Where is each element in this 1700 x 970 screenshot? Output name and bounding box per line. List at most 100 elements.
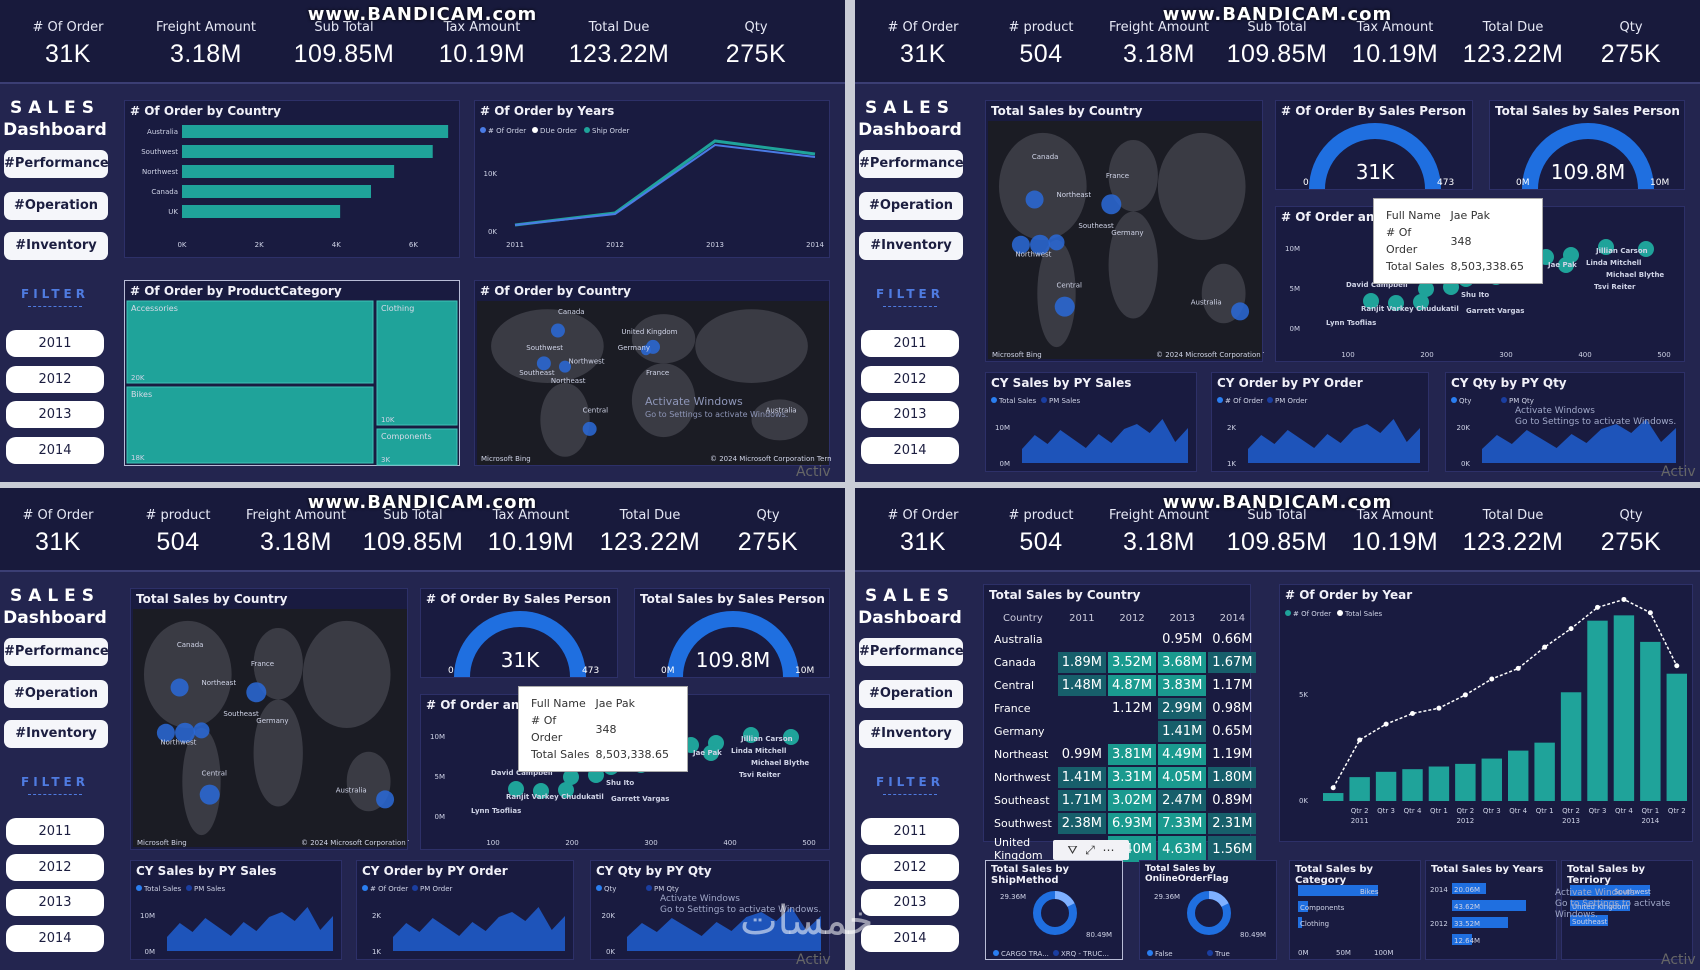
map-label: Germany	[256, 717, 288, 725]
area-svg: # Of Order PM Order 2K 1K	[1217, 397, 1420, 468]
year-2012-button[interactable]: 2012	[861, 854, 959, 881]
matrix-value-cell: 0.66M	[1212, 632, 1253, 647]
matrix-header-cell[interactable]: Country	[1003, 612, 1043, 624]
year-2011-button[interactable]: 2011	[861, 330, 959, 357]
gauge-panel[interactable]: # Of Order By Sales Person 31K 0 473	[1275, 100, 1473, 190]
sales-by-years-bar[interactable]: Total Sales by Years 2014 20.06M 43.62M 201…	[1425, 860, 1557, 960]
map-label: Northwest	[160, 739, 196, 747]
kpi-label: Qty	[756, 508, 780, 523]
area-chart-panel[interactable]: CY Order by PY Order # Of Order PM Order 2K…	[1211, 372, 1429, 472]
matrix-header-cell[interactable]: 2011	[1069, 612, 1095, 624]
axis-tick-label: Qtr 2	[1351, 807, 1369, 815]
area-chart-panel[interactable]: CY Qty by PY Qty Qty PM Qty 20K 0K	[590, 860, 830, 960]
nav-operation-button[interactable]: #Operation	[4, 680, 108, 708]
sidebar: SALES Dashboard #Performance #Operation …	[0, 584, 120, 964]
nav-inventory-button[interactable]: #Inventory	[4, 232, 108, 260]
visual-header-toolbar[interactable]: ⛛ ⤢ ⋯	[1053, 840, 1129, 860]
year-2014-button[interactable]: 2014	[861, 437, 959, 464]
orders-by-years-line-chart[interactable]: # Of Order by Years # Of Order DUe Order S…	[474, 100, 830, 258]
nav-inventory-button[interactable]: #Inventory	[859, 720, 963, 748]
nav-operation-button[interactable]: #Operation	[4, 192, 108, 220]
year-2014-button[interactable]: 2014	[6, 437, 104, 464]
nav-operation-button[interactable]: #Operation	[859, 680, 963, 708]
area-chart-panel[interactable]: CY Order by PY Order # Of Order PM Order 2K…	[356, 860, 574, 960]
nav-performance-button[interactable]: #Performance	[859, 638, 964, 666]
matrix-value-cell: 1.19M	[1212, 747, 1253, 762]
combo-point	[1621, 596, 1627, 602]
legend-marker	[136, 885, 142, 891]
nav-performance-button[interactable]: #Performance	[859, 150, 964, 178]
gauge-panel[interactable]: # Of Order By Sales Person 31K 0 473	[420, 588, 618, 678]
chart-title: # Of Order and	[1281, 210, 1384, 224]
orders-by-country-map[interactable]: # Of Order by Country Canada United Kingd…	[474, 280, 831, 466]
orders-by-productcategory-treemap[interactable]: # Of Order by ProductCategory Accessorie…	[124, 280, 460, 466]
map-bubble	[199, 784, 220, 805]
nav-performance-button[interactable]: #Performance	[4, 638, 109, 666]
chart-title: Total Sales by Years	[1431, 864, 1544, 875]
legend-marker	[1041, 397, 1047, 403]
year-2011-button[interactable]: 2011	[861, 818, 959, 845]
area-chart-panel[interactable]: CY Sales by PY Sales Total Sales PM Sales 1…	[985, 372, 1197, 472]
sales-by-country-map[interactable]: Total Sales by Country Canada Northeast Fra…	[130, 588, 409, 850]
treemap-cell	[126, 386, 374, 464]
nav-inventory-button[interactable]: #Inventory	[859, 232, 963, 260]
year-2012-button[interactable]: 2012	[6, 854, 104, 881]
legend-marker	[362, 885, 368, 891]
matrix-header-cell[interactable]: 2014	[1219, 612, 1246, 624]
orders-by-country-bar-chart[interactable]: # Of Order by Country Australia Southwest…	[124, 100, 460, 258]
matrix-header-cell[interactable]: 2013	[1169, 612, 1195, 624]
gauge-panel[interactable]: Total Sales by Sales Person 109.8M 0M 10M	[634, 588, 830, 678]
combo-bar	[1508, 750, 1529, 801]
year-2013-button[interactable]: 2013	[861, 889, 959, 916]
year-2013-button[interactable]: 2013	[861, 401, 959, 428]
orders-by-year-combo-chart[interactable]: # Of Order by Year # Of Order Total Sales…	[1279, 584, 1693, 842]
sales-by-territory-bar[interactable]: Total Sales by Terriory Southwest United …	[1561, 860, 1693, 960]
matrix-header-cell[interactable]: 2012	[1119, 612, 1145, 624]
gauge-value: 109.8M	[696, 648, 771, 672]
donut-svg: 29.36M 80.49M False True	[1147, 891, 1266, 958]
nav-inventory-button[interactable]: #Inventory	[4, 720, 108, 748]
year-2014-button[interactable]: 2014	[6, 925, 104, 952]
year-2012-button[interactable]: 2012	[861, 366, 959, 393]
combo-point	[1595, 604, 1600, 610]
chart-title: # Of Order by Country	[130, 104, 281, 118]
year-2011-button[interactable]: 2011	[6, 818, 104, 845]
nav-operation-button[interactable]: #Operation	[859, 192, 963, 220]
sales-by-country-map[interactable]: Total Sales by Country Canada Northeast Fra…	[985, 100, 1264, 362]
bandicam-watermark: www.BANDICAM.com	[1162, 4, 1393, 25]
gauge-panel[interactable]: Total Sales by Sales Person 109.8M 0M 10M	[1489, 100, 1685, 190]
sales-by-onlineorderflag-donut[interactable]: Total Sales by OnlineOrderFlag 29.36M 80.…	[1139, 860, 1277, 960]
sales-by-country-matrix[interactable]: Total Sales by Country Country 2011 2012 20…	[983, 584, 1257, 862]
year-label: 2012	[1430, 920, 1448, 928]
map-bubble	[1054, 296, 1075, 317]
year-2014-button[interactable]: 2014	[861, 925, 959, 952]
year-2011-button[interactable]: 2011	[6, 330, 104, 357]
axis-tick-label: 400	[1578, 351, 1591, 359]
kpi-value: 31K	[900, 40, 946, 68]
kpi-card: # Of Order 31K	[863, 508, 983, 557]
area-chart-panel[interactable]: CY Qty by PY Qty Qty PM Qty 20K 0K	[1445, 372, 1685, 472]
legend-label: # Of Order	[370, 885, 408, 893]
filter-icon[interactable]: ⛛	[1067, 843, 1078, 857]
matrix-value-cell: 0.89M	[1212, 793, 1253, 808]
nav-performance-button[interactable]: #Performance	[4, 150, 109, 178]
area-chart-panel[interactable]: CY Sales by PY Sales Total Sales PM Sales 1…	[130, 860, 342, 960]
scatter-label: David Campbell	[491, 769, 553, 777]
map-label: Southwest	[526, 344, 563, 352]
legend-label: Ship Order	[592, 127, 630, 135]
matrix-country-cell: Southwest	[994, 817, 1052, 830]
activate-windows-title: Activate Windows	[645, 395, 743, 408]
scatter-point	[1413, 294, 1429, 310]
sales-by-shipmethod-donut[interactable]: Total Sales by ShipMethod 29.36M 80.49M CA…	[985, 860, 1123, 960]
tooltip-row: Total Sales 8,503,338.65	[1386, 258, 1530, 275]
year-2013-button[interactable]: 2013	[6, 889, 104, 916]
territory-bar	[1570, 915, 1608, 926]
gauge-max: 473	[582, 666, 599, 676]
scatter-label: Shu Ito	[606, 779, 634, 787]
treemap-label: Accessories	[131, 304, 178, 313]
focus-mode-icon[interactable]: ⤢	[1085, 843, 1095, 857]
more-options-icon[interactable]: ⋯	[1102, 843, 1115, 857]
sales-by-category-bar[interactable]: Total Sales by Category Bikes Components C…	[1289, 860, 1421, 960]
year-2013-button[interactable]: 2013	[6, 401, 104, 428]
year-2012-button[interactable]: 2012	[6, 366, 104, 393]
